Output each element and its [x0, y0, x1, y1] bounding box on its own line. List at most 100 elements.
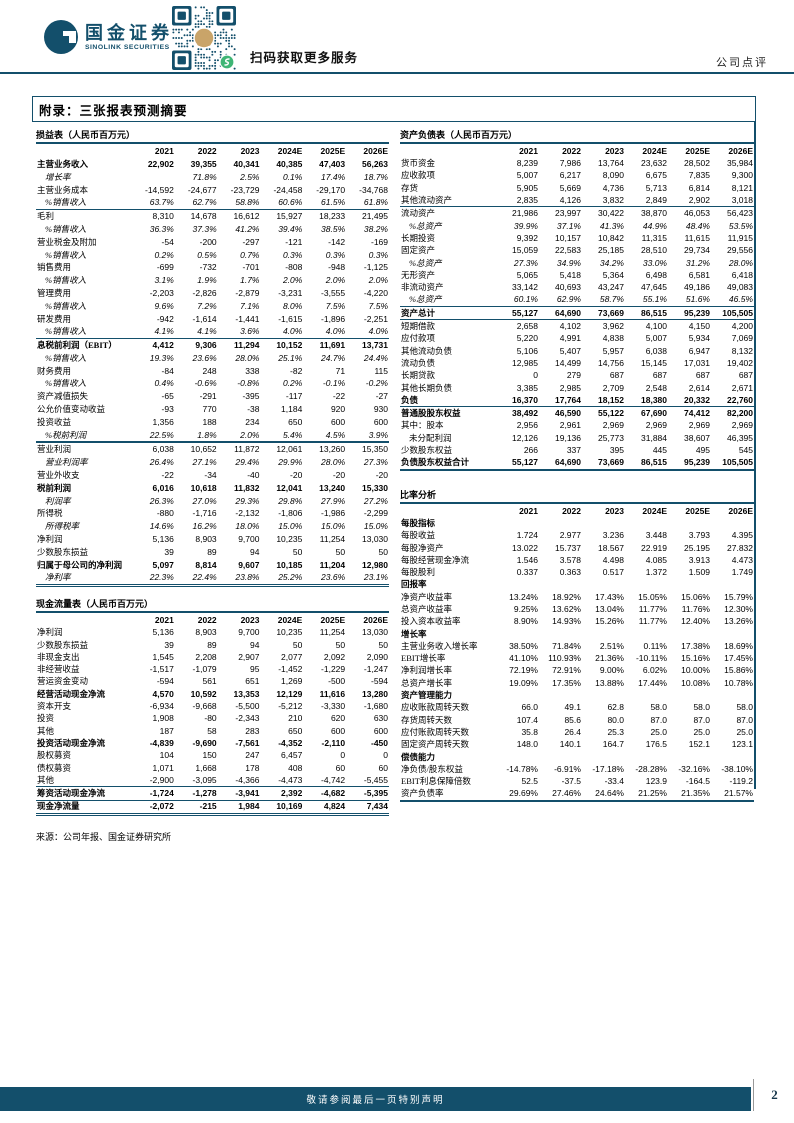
footer-disclaimer-bar: 敬请参阅最后一页特别声明: [0, 1087, 751, 1111]
cell-value: -22: [332, 391, 346, 402]
table-row: 负债 16,370 17,764 18,152 18,380 20,332 22,760: [400, 393, 754, 408]
cell-value: 3,832: [582, 194, 625, 208]
row-label: 固定资产周转天数: [401, 739, 470, 750]
row-label: 销售费用: [37, 262, 72, 273]
row-label: 应收账款周转天数: [401, 702, 470, 713]
cell-value: -1,614: [192, 313, 217, 324]
cell-value: 7,986: [559, 158, 581, 169]
row-label: 偿债能力: [401, 751, 436, 762]
table-row: 回报率: [400, 579, 754, 591]
cell-value: 152.1: [688, 739, 710, 750]
cell-value: 29,556: [727, 245, 753, 256]
cell-value: 38,607: [684, 432, 710, 443]
cell-value: 38,870: [641, 208, 667, 219]
cell-value: -119.2: [729, 776, 753, 787]
cell-value: 55,122: [598, 408, 624, 419]
cell-value: 23.1%: [346, 571, 389, 588]
cell-value: 11.76%: [681, 603, 710, 614]
cell-value: 1,269: [281, 676, 303, 687]
cell-value: 89: [207, 546, 217, 557]
table-row: 每股收益 1.724 2.977 3.236 3.448 3.793 4.395: [400, 529, 754, 541]
year-column-header: 2025E: [685, 145, 710, 156]
cell-value: 4,838: [602, 333, 624, 344]
row-label: %销售收入: [36, 196, 132, 210]
cell-value: -4,366: [235, 774, 260, 785]
cell-value: [668, 579, 711, 591]
cell-value: 28.0%: [321, 457, 346, 468]
cell-value: 23.8%: [217, 571, 261, 588]
cell-value: 13,731: [362, 340, 388, 351]
year-column-header: 2023: [605, 505, 624, 516]
cell-value: 30,422: [598, 208, 624, 219]
cell-value: 650: [288, 725, 303, 736]
cell-value: 87.0: [736, 714, 753, 725]
cell-value: -164.5: [685, 776, 710, 787]
cell-value: 19,402: [727, 357, 753, 368]
row-label: 负债: [400, 393, 496, 408]
cell-value: 39.9%: [513, 220, 538, 231]
row-label: [400, 145, 496, 157]
cell-value: 50: [378, 639, 388, 650]
cell-value: 4,100: [645, 321, 667, 332]
row-label: 短期借款: [401, 321, 436, 332]
row-label: 净利率: [36, 571, 132, 588]
cell-value: 3,018: [711, 194, 754, 208]
row-label: 应付账款周转天数: [401, 726, 470, 737]
cell-value: 95,239: [668, 306, 711, 321]
table-row: 应收款项 5,007 6,217 8,090 6,675 7,835 9,300: [400, 170, 754, 182]
row-label: 货币资金: [401, 158, 436, 169]
cell-value: [496, 751, 539, 763]
cell-value: 5.4%: [260, 428, 304, 444]
cell-value: 60.6%: [260, 196, 304, 210]
cell-value: 22.5%: [132, 428, 175, 444]
cell-value: 17.43%: [595, 591, 624, 602]
cell-value: 12,129: [276, 688, 303, 699]
cell-value: 51.6%: [668, 293, 711, 307]
row-label: 净利润: [37, 534, 63, 545]
cell-value: 1.8%: [174, 428, 218, 444]
cell-value: 10,157: [555, 232, 581, 243]
table-row: 其他流动资产 2,835 4,126 3,832 2,849 2,902 3,018: [400, 194, 754, 208]
cell-value: 8,903: [195, 627, 217, 638]
cell-value: 28,510: [641, 245, 667, 256]
cell-value: 26.4: [564, 726, 581, 737]
cell-value: 930: [373, 404, 388, 415]
year-column-header: 2021: [519, 505, 538, 516]
cell-value: 10,185: [276, 559, 303, 570]
table-row: 财务费用 -84 248 338 -82 71 115: [36, 365, 389, 378]
table-row: 研发费用 -942 -1,614 -1,441 -1,615 -1,896 -2,251: [36, 312, 389, 325]
cell-value: 150: [202, 750, 217, 761]
cell-value: 11,294: [233, 340, 260, 351]
cell-value: 28.0%: [235, 352, 260, 363]
cell-value: [132, 171, 175, 184]
cell-value: 7.1%: [240, 300, 260, 311]
table-row: 资产总计 55,127 64,690 73,669 86,515 95,239 105,50…: [400, 306, 754, 321]
table-row: 增长率: [400, 628, 754, 640]
cell-value: 27.2%: [363, 495, 388, 506]
year-column-header: 2026E: [363, 146, 388, 157]
cell-value: 15.86%: [724, 665, 753, 676]
cell-value: 49,186: [684, 282, 710, 293]
cell-value: 40,341: [233, 158, 260, 169]
table-row: 固定资产周转天数 148.0 140.1 164.7 176.5 152.1 123.1: [400, 738, 754, 750]
income-statement-table: 损益表（人民币百万元） 2021 2022 2023 2024E 2025E 2026E 主…: [36, 128, 389, 588]
table-row: 总资产增长率 19.09% 17.35% 13.88% 17.44% 10.08% 10.7…: [400, 677, 754, 689]
cell-value: 27.46%: [539, 787, 582, 802]
cell-value: 9,300: [731, 170, 753, 181]
cell-value: -2,203: [149, 287, 174, 298]
table-row: 毛利 8,310 14,678 16,612 15,927 18,233 21,495: [36, 209, 389, 222]
cell-value: 0.2%: [282, 378, 303, 389]
row-label: 经营活动现金净流: [37, 688, 106, 699]
cell-value: 50: [292, 546, 303, 557]
row-label: 每股经营现金净流: [401, 554, 470, 565]
cell-value: 1.724: [516, 530, 538, 541]
cell-value: 17.38%: [681, 640, 710, 651]
cell-value: 7,835: [688, 170, 710, 181]
cell-value: 25.0: [736, 726, 753, 737]
cell-value: 10,592: [190, 688, 217, 699]
cell-value: 4.0%: [346, 325, 389, 339]
cell-value: 62.8: [607, 702, 624, 713]
cell-value: 15.0%: [363, 521, 388, 532]
cell-value: -3,941: [217, 786, 261, 801]
